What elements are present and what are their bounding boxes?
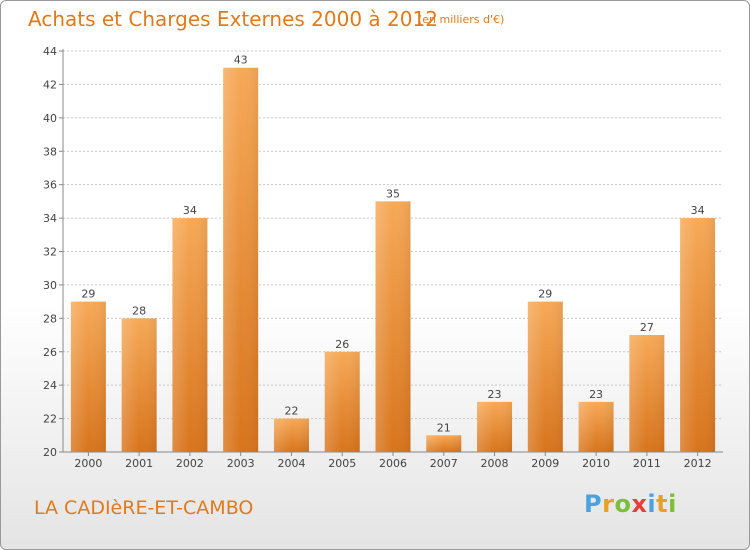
x-tick-label-2001: 2001 — [125, 457, 153, 470]
chart-subtitle: (en milliers d'€) — [418, 13, 505, 26]
proxiti-logo: Proxiti — [584, 490, 677, 518]
y-tick-label: 42 — [43, 78, 57, 91]
bar-shade-2011 — [629, 335, 665, 452]
bar-shade-2009 — [527, 301, 563, 452]
data-label-2000: 29 — [81, 288, 95, 301]
x-tick-label-2010: 2010 — [582, 457, 610, 470]
bar-shade-2007 — [426, 435, 462, 452]
x-tick-label-2011: 2011 — [633, 457, 661, 470]
data-label-2003: 43 — [234, 54, 248, 67]
y-tick-label: 30 — [43, 279, 57, 292]
data-label-2007: 21 — [437, 421, 451, 434]
bar-shade-2005 — [324, 351, 360, 452]
data-label-2008: 23 — [488, 388, 502, 401]
data-label-2005: 26 — [335, 338, 349, 351]
y-tick-label: 32 — [43, 246, 57, 259]
x-tick-label-2012: 2012 — [684, 457, 712, 470]
bar-shade-2008 — [477, 401, 513, 452]
data-label-2012: 34 — [691, 204, 705, 217]
y-tick-label: 34 — [43, 212, 57, 225]
bar-shade-2012 — [680, 218, 716, 452]
logo-letter: r — [602, 490, 615, 518]
logo-letter: x — [631, 490, 648, 518]
x-tick-label-2003: 2003 — [227, 457, 255, 470]
data-label-2006: 35 — [386, 187, 400, 200]
chart-title: Achats et Charges Externes 2000 à 2012 — [28, 7, 438, 31]
x-tick-label-2005: 2005 — [328, 457, 356, 470]
y-tick-label: 24 — [43, 379, 57, 392]
bar-shade-2002 — [172, 218, 208, 452]
y-tick-label: 28 — [43, 312, 57, 325]
y-tick-label: 36 — [43, 179, 57, 192]
y-tick-label: 40 — [43, 112, 57, 125]
y-tick-label: 22 — [43, 413, 57, 426]
logo-letter: o — [614, 490, 632, 518]
y-tick-label: 20 — [43, 446, 57, 459]
bar-shade-2003 — [223, 67, 259, 452]
y-tick-label: 26 — [43, 346, 57, 359]
bar-shade-2001 — [121, 318, 157, 452]
y-tick-label: 44 — [43, 45, 57, 58]
data-label-2002: 34 — [183, 204, 197, 217]
logo-letter: t — [656, 490, 669, 518]
bar-shade-2004 — [273, 418, 309, 452]
bar-shade-2006 — [375, 201, 411, 452]
logo-letter: i — [647, 490, 657, 518]
logo-letter: i — [668, 490, 677, 518]
x-tick-label-2006: 2006 — [379, 457, 407, 470]
x-tick-label-2009: 2009 — [531, 457, 559, 470]
y-tick-label: 38 — [43, 145, 57, 158]
data-label-2009: 29 — [538, 288, 552, 301]
bar-shade-2010 — [578, 401, 614, 452]
logo-letter: P — [584, 490, 603, 518]
x-tick-label-2008: 2008 — [481, 457, 509, 470]
data-label-2004: 22 — [284, 405, 298, 418]
x-tick-label-2002: 2002 — [176, 457, 204, 470]
location-name: LA CADIèRE-ET-CAMBO — [34, 497, 254, 519]
x-tick-label-2000: 2000 — [74, 457, 102, 470]
data-label-2010: 23 — [589, 388, 603, 401]
data-label-2001: 28 — [132, 304, 146, 317]
x-tick-label-2004: 2004 — [277, 457, 305, 470]
data-label-2011: 27 — [640, 321, 654, 334]
bar-shade-2000 — [70, 301, 106, 452]
x-tick-label-2007: 2007 — [430, 457, 458, 470]
